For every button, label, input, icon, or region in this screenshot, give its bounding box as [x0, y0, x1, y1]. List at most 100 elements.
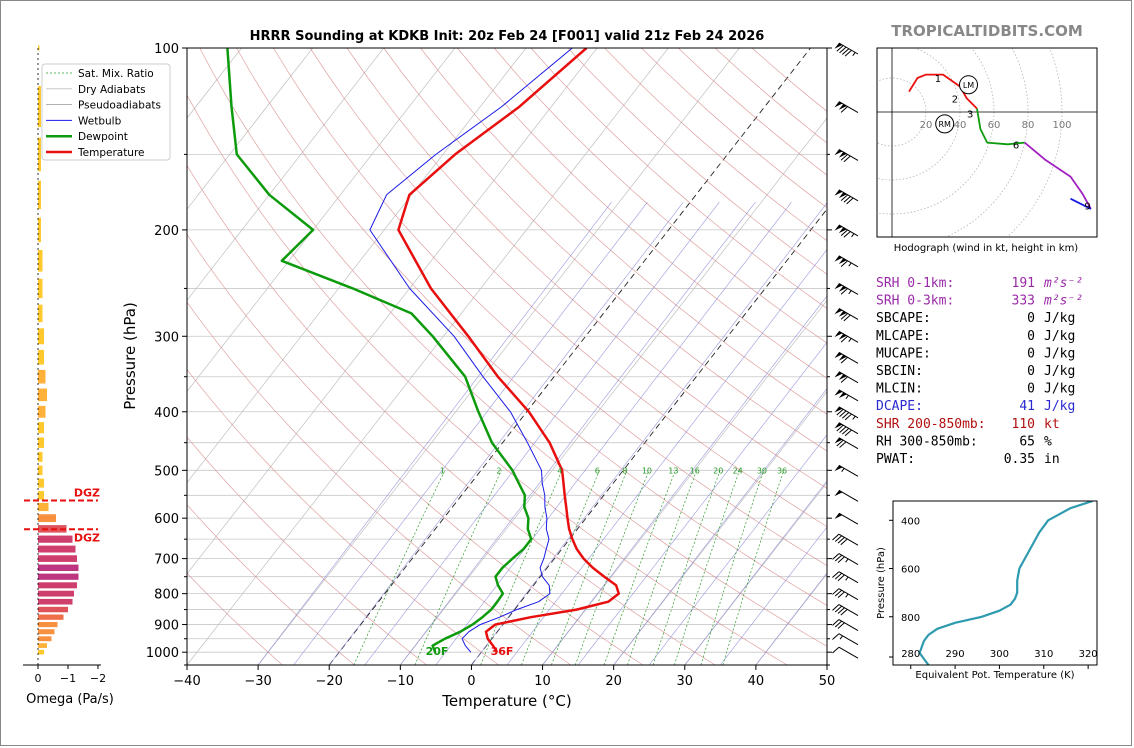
- wind-barb-flag: [840, 260, 848, 267]
- index-unit: J/kg: [1044, 382, 1075, 397]
- wind-barb-halfflag: [848, 338, 852, 343]
- index-unit: J/kg: [1044, 364, 1075, 379]
- wind-barb-pennant: [834, 224, 843, 231]
- legend-label: Temperature: [77, 147, 145, 159]
- wind-barb-shaft: [838, 646, 859, 659]
- wind-barb-halfflag: [845, 593, 849, 598]
- index-value: 110: [1012, 417, 1035, 432]
- omega-bar: [38, 636, 52, 642]
- wind-barb-shaft: [838, 633, 859, 646]
- hodograph-trace: [908, 73, 978, 110]
- index-label: SBCIN:: [876, 364, 923, 379]
- series-line-temperature: [397, 48, 621, 653]
- pseudoadiabat-line: [471, 202, 827, 665]
- wind-barb-flag: [832, 571, 840, 578]
- wind-barb: [832, 633, 859, 646]
- wind-barb-pennant: [838, 392, 847, 399]
- wind-barb: [832, 571, 859, 584]
- wind-barb-flag: [834, 572, 843, 580]
- mixing-ratio-line: [521, 470, 600, 665]
- wind-barb-pennant: [838, 310, 847, 317]
- wind-barb-flag: [837, 607, 845, 614]
- pseudoadiabat-line: [720, 526, 827, 665]
- index-value: 0: [1027, 346, 1035, 361]
- wind-barb-pennant: [838, 285, 847, 292]
- wind-barb: [834, 389, 859, 402]
- omega-bar: [38, 369, 46, 384]
- wind-barb-pennant: [834, 189, 843, 196]
- hodograph-height-marker: 6: [1013, 140, 1019, 151]
- wind-barb-shaft: [838, 588, 859, 601]
- isotherm-line: [826, 664, 827, 665]
- wind-barb-flag: [839, 410, 847, 418]
- hodograph-caption: Hodograph (wind in kt, height in km): [894, 243, 1079, 254]
- wind-barb: [834, 148, 859, 163]
- wind-barb-flag: [834, 554, 843, 562]
- theta-e-xlabel: Equivalent Pot. Temperature (K): [915, 670, 1074, 681]
- wind-barb-flag: [834, 605, 843, 613]
- theta-y-tick-label: 400: [901, 516, 920, 527]
- wind-barb: [832, 553, 859, 566]
- x-tick-label: −10: [387, 674, 414, 689]
- legend-label: Pseudoadiabats: [78, 100, 161, 112]
- wind-barb-shaft: [838, 437, 859, 450]
- omega-bar: [38, 582, 77, 589]
- index-unit: m²s⁻²: [1043, 294, 1083, 309]
- dry-adiabat-line: [346, 48, 827, 489]
- dry-adiabat-line: [493, 48, 827, 344]
- wind-barb-flag: [837, 591, 845, 599]
- wind-barb: [832, 588, 859, 601]
- wind-barb: [834, 101, 859, 113]
- dry-adiabat-line: [457, 48, 827, 379]
- index-label: DCAPE:: [876, 399, 923, 414]
- dry-adiabat-line: [187, 233, 644, 665]
- dry-adiabat-line: [530, 48, 827, 309]
- wind-barb-shaft: [838, 619, 859, 631]
- mixing-ratio-line: [414, 470, 502, 665]
- omega-bar: [38, 590, 74, 597]
- wind-barb-pennant: [834, 331, 843, 338]
- wind-barb-flag: [840, 194, 848, 202]
- x-tick-label: −30: [244, 674, 271, 689]
- theta-e-line: [918, 501, 1093, 665]
- mixing-ratio-line: [674, 470, 740, 665]
- mixing-ratio-label: 2: [496, 467, 501, 476]
- wind-barb-pennant: [834, 437, 843, 444]
- theta-e-frame: [892, 500, 1098, 666]
- mixing-ratio-label: 24: [733, 467, 743, 476]
- index-label: MLCIN:: [876, 382, 923, 397]
- isotherm-line: [187, 48, 313, 210]
- omega-bar: [38, 629, 55, 635]
- pseudoadiabat-line: [328, 202, 684, 665]
- wind-barb: [834, 283, 859, 295]
- x-tick-label: 20: [605, 674, 622, 689]
- pseudoadiabat-line: [755, 572, 827, 665]
- isotherm-line: [613, 390, 827, 665]
- y-tick-label: 300: [154, 330, 179, 345]
- hodograph-trace: [1024, 141, 1092, 210]
- wind-barb-flag: [840, 229, 848, 237]
- omega-bar: [38, 304, 43, 323]
- wind-barb-pennant: [834, 513, 843, 519]
- index-value: 65: [1019, 434, 1035, 449]
- wind-barb-flag: [846, 197, 854, 205]
- dry-adiabat-line: [187, 436, 427, 665]
- index-unit: J/kg: [1044, 399, 1075, 414]
- skewt-background-lines: [187, 48, 827, 665]
- wind-barb-pennant: [834, 371, 843, 378]
- wind-barb: [834, 351, 859, 364]
- wind-barb-flag: [839, 441, 847, 448]
- storm-motion-circle: [959, 75, 978, 95]
- wind-barb-pennant: [834, 308, 843, 315]
- hodograph-ring-label: 100: [1052, 120, 1071, 131]
- theta-x-tick-label: 310: [1034, 649, 1053, 660]
- wind-barb-flag: [832, 633, 840, 640]
- wind-barb-pennant: [834, 352, 843, 359]
- surface-dewpoint-label: 20F: [426, 645, 449, 658]
- hodograph-ring-label: 20: [920, 120, 933, 131]
- watermark: TROPICALTIDBITS.COM: [891, 22, 1083, 40]
- wind-barb: [834, 512, 859, 525]
- mixing-ratio-label: 8: [622, 467, 627, 476]
- dry-adiabat-line: [420, 48, 827, 415]
- dry-adiabat-line: [187, 504, 355, 665]
